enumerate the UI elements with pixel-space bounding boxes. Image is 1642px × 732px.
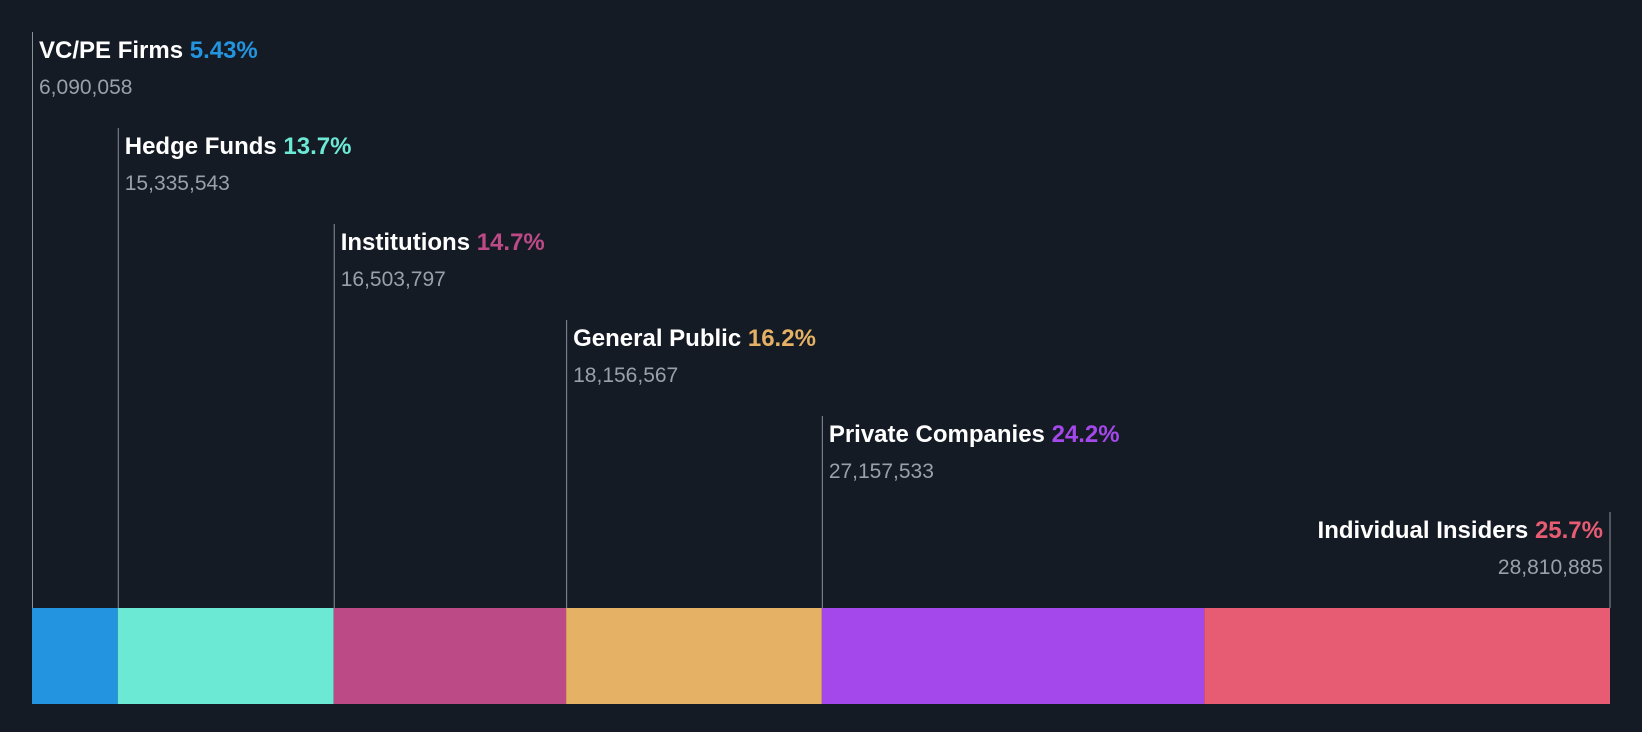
category-name: Institutions <box>341 229 477 256</box>
category-label-hedge-funds: Hedge Funds 13.7% <box>125 133 352 160</box>
value-label-hedge-funds: 15,335,543 <box>125 172 230 195</box>
category-label-vc-pe-firms: VC/PE Firms 5.43% <box>39 37 258 64</box>
category-label-institutions: Institutions 14.7% <box>341 229 545 256</box>
category-name: VC/PE Firms <box>39 37 190 64</box>
bar-segment-vc-pe-firms[interactable] <box>32 608 118 704</box>
bar-segment-institutions[interactable] <box>333 608 567 704</box>
percent-label: 16.2% <box>748 325 816 352</box>
bar-segment-general-public[interactable] <box>566 608 822 704</box>
category-name: Private Companies <box>829 421 1052 448</box>
value-label-private-companies: 27,157,533 <box>829 460 934 483</box>
value-label-vc-pe-firms: 6,090,058 <box>39 76 132 99</box>
category-name: Individual Insiders <box>1318 517 1535 544</box>
category-label-private-companies: Private Companies 24.2% <box>829 421 1120 448</box>
leader-lines <box>32 32 1611 608</box>
bar-segment-private-companies[interactable] <box>821 608 1205 704</box>
value-label-institutions: 16,503,797 <box>341 268 446 291</box>
category-label-general-public: General Public 16.2% <box>573 325 816 352</box>
percent-label: 25.7% <box>1535 517 1603 544</box>
percent-label: 14.7% <box>477 229 545 256</box>
bar-segment-hedge-funds[interactable] <box>117 608 334 704</box>
category-name: General Public <box>573 325 748 352</box>
percent-label: 13.7% <box>283 133 351 160</box>
category-name: Hedge Funds <box>125 133 284 160</box>
segment-labels: VC/PE Firms 5.43% 6,090,058 Hedge Funds 13… <box>39 37 1603 579</box>
percent-label: 24.2% <box>1052 421 1120 448</box>
value-label-general-public: 18,156,567 <box>573 364 678 387</box>
bar-segments <box>32 608 1610 704</box>
percent-label: 5.43% <box>190 37 258 64</box>
bar-segment-individual-insiders[interactable] <box>1204 608 1610 704</box>
category-label-individual-insiders: Individual Insiders 25.7% <box>1318 517 1603 544</box>
value-label-individual-insiders: 28,810,885 <box>1498 556 1603 579</box>
